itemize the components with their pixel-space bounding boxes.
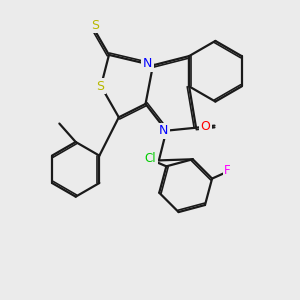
Text: Cl: Cl <box>145 152 156 164</box>
Text: S: S <box>96 80 104 93</box>
Text: F: F <box>224 164 231 177</box>
Text: O: O <box>201 120 211 133</box>
Text: S: S <box>91 19 99 32</box>
Text: N: N <box>159 124 168 137</box>
Text: N: N <box>143 57 152 70</box>
